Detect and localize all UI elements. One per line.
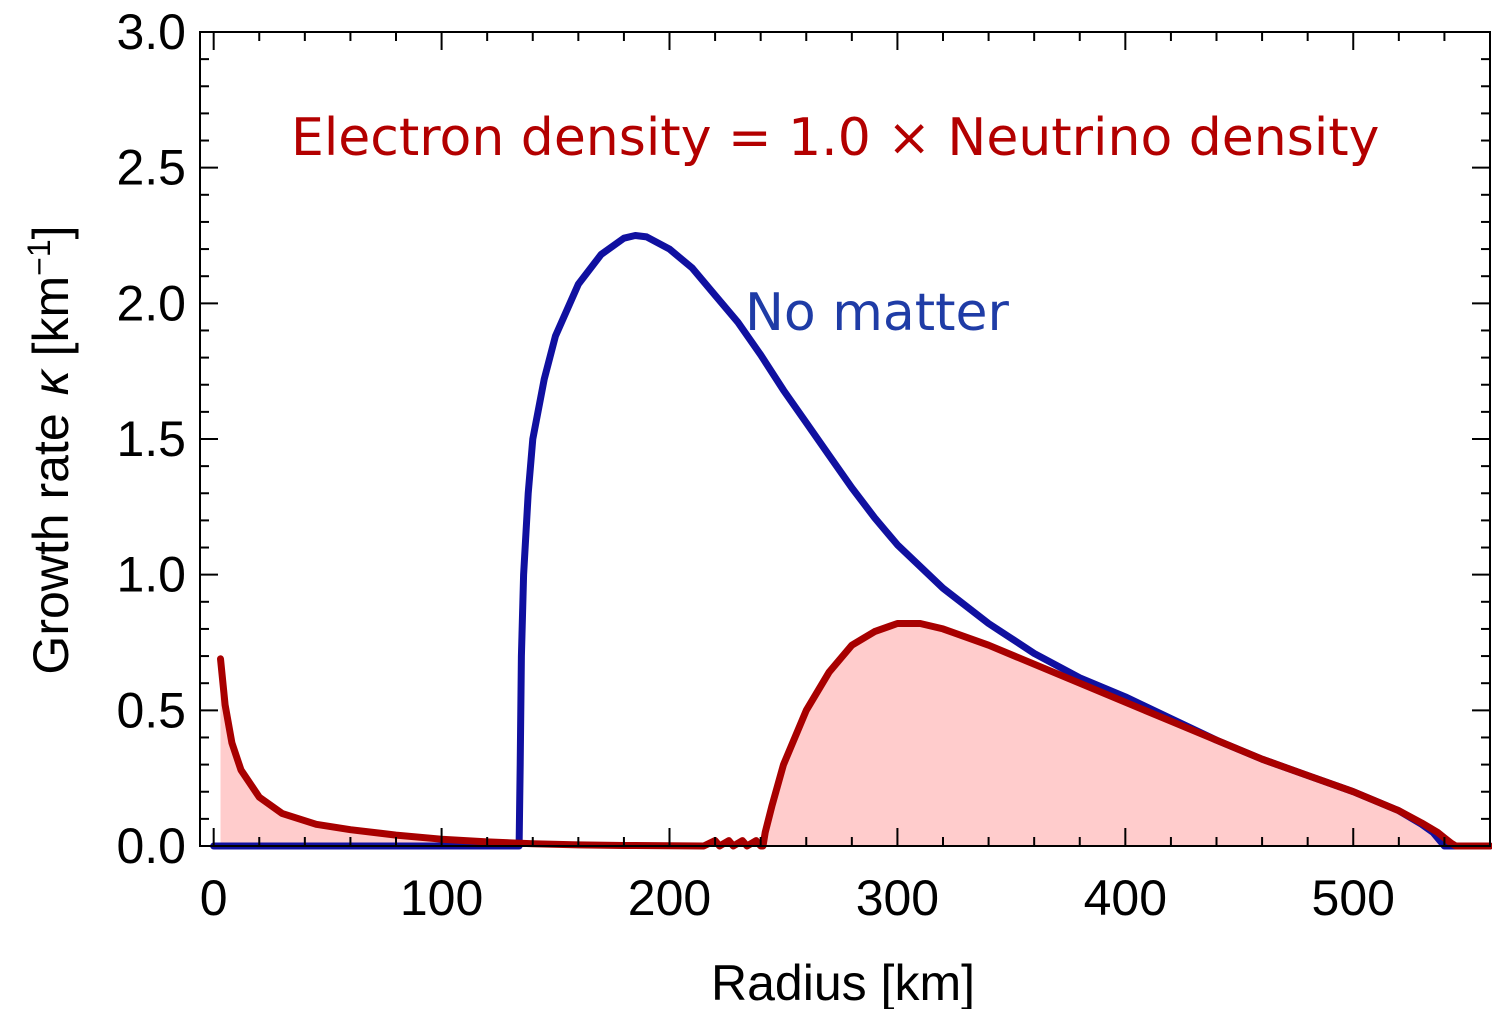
plot-frame [199, 31, 1491, 847]
series-lines [210, 232, 1492, 850]
series-1-line [217, 620, 1492, 850]
y-tick-label: 1.5 [116, 411, 186, 467]
y-tick-labels: 0.0 0.5 1.0 1.5 2.0 2.5 3.0 [116, 4, 186, 874]
y-axis-label-main: Growth rate [23, 413, 79, 674]
annotation-no-matter: No matter [745, 283, 1010, 343]
y-tick-label: 1.0 [116, 547, 186, 603]
x-tick-labels: 0 100 200 300 400 500 [200, 870, 1395, 926]
y-tick-label: 0.0 [116, 818, 186, 874]
x-tick-label: 0 [200, 870, 228, 926]
x-tick-label: 200 [628, 870, 711, 926]
y-axis-label-symbol: κ [23, 367, 79, 395]
y-tick-label: 2.0 [116, 275, 186, 331]
y-tick-label: 3.0 [116, 4, 186, 60]
y-axis-label-unit-open: [km [23, 276, 79, 357]
y-axis-label-unit-sup: −1 [21, 239, 57, 275]
series-1-fill [220, 623, 1490, 846]
annotation-electron-density: Electron density = 1.0 × Neutrino densit… [291, 108, 1379, 168]
series-fills [220, 623, 1490, 846]
y-tick-label: 2.5 [116, 140, 186, 196]
y-axis-label-unit-close: ] [23, 225, 79, 239]
y-tick-label: 0.5 [116, 682, 186, 738]
x-tick-label: 500 [1312, 870, 1395, 926]
x-tick-label: 100 [400, 870, 483, 926]
x-tick-label: 400 [1084, 870, 1167, 926]
x-axis-label: Radius [km] [711, 955, 975, 1009]
y-axis-label: Growth rate κ [km−1] [21, 225, 79, 674]
x-tick-label: 300 [856, 870, 939, 926]
